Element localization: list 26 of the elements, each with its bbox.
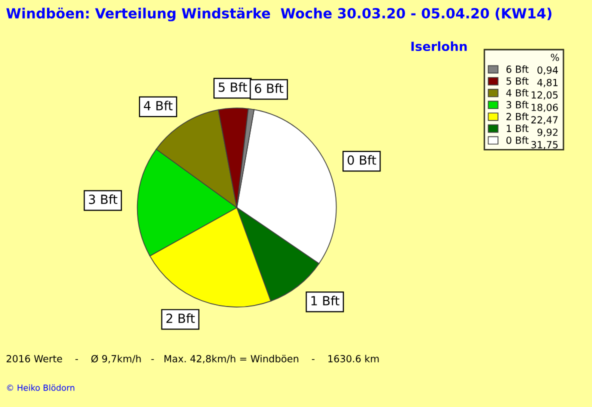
chart-title: Windböen: Verteilung Windstärke Woche 30.03.20 - 05.04.20 (KW14) bbox=[6, 8, 552, 22]
data-label: 4,81 bbox=[537, 78, 558, 88]
chart-subtitle: Iserlohn bbox=[411, 41, 467, 52]
data-label: 12,05 bbox=[532, 91, 558, 100]
legend-label: 6 Bft bbox=[506, 65, 529, 73]
text: 2016 Werte - Ø 9,7km/h - Max. 42,8km/h = Windböen - 1630.6 km bbox=[6, 354, 379, 364]
data-label: 22,47 bbox=[531, 116, 558, 124]
legend-title: % bbox=[550, 54, 560, 62]
data-label: 18,06 bbox=[532, 104, 558, 112]
slice-label: 3 Bft bbox=[88, 194, 118, 204]
legend-label: 2 Bft bbox=[506, 112, 529, 120]
data-label: 0,94 bbox=[537, 66, 558, 75]
data-label: 9,92 bbox=[537, 128, 558, 137]
slice-label: 0 Bft bbox=[348, 155, 376, 165]
legend-label: 5 Bft bbox=[506, 77, 529, 85]
slice-label: 2 Bft bbox=[166, 313, 195, 323]
legend-label: 3 Bft bbox=[506, 100, 529, 108]
slice-label: 4 Bft bbox=[144, 100, 173, 110]
data-label: 31,75 bbox=[531, 141, 558, 150]
legend-label: 4 Bft bbox=[506, 89, 529, 96]
slice-label: 6 Bft bbox=[254, 83, 284, 94]
legend-label: 1 Bft bbox=[506, 124, 529, 132]
text: © Heiko Blödorn bbox=[7, 384, 74, 391]
legend-label: 0 Bft bbox=[506, 136, 529, 144]
slice-label: 5 Bft bbox=[218, 82, 248, 92]
slice-label: 1 Bft bbox=[311, 296, 340, 306]
